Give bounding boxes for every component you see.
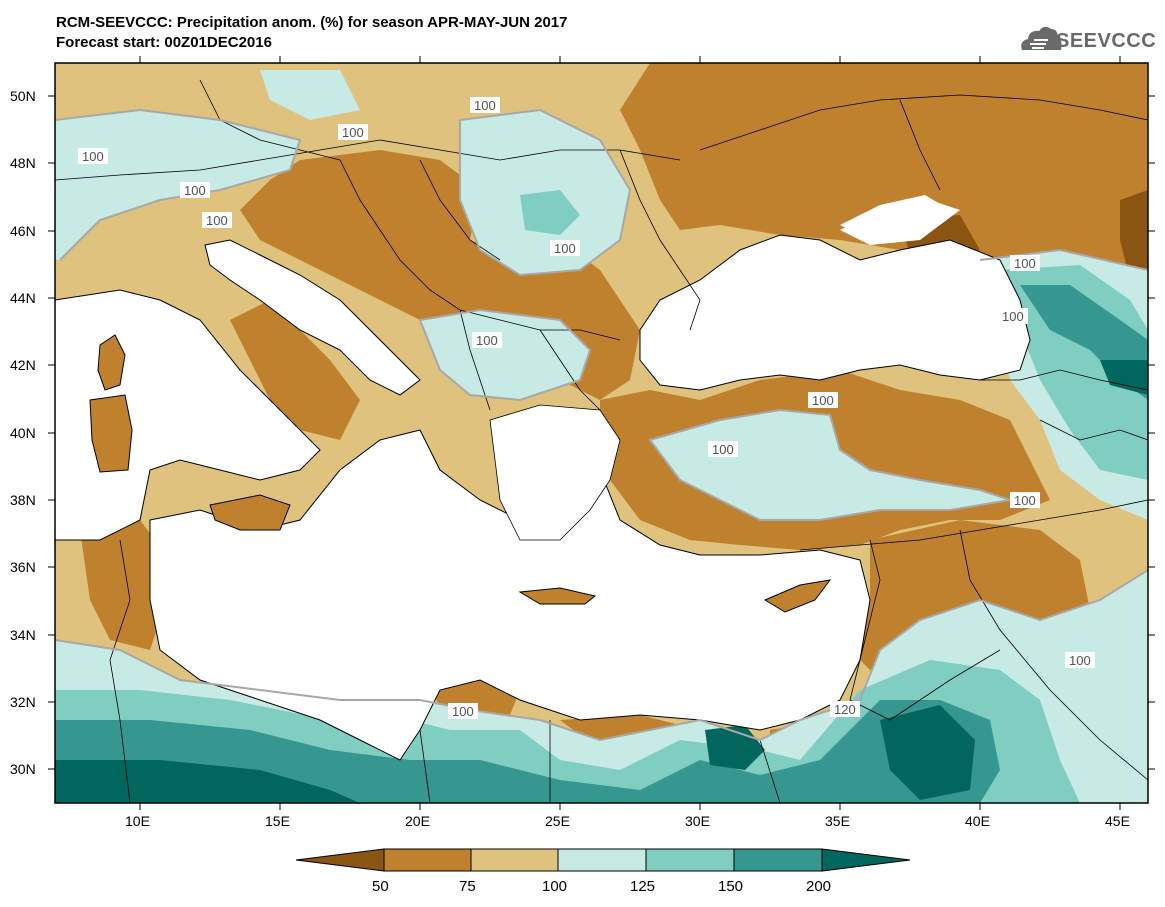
field-50-75-italy <box>230 300 360 440</box>
colorbar-label: 50 <box>372 878 389 895</box>
lat-tick-label: 40N <box>10 425 36 441</box>
map-title: RCM-SEEVCCC: Precipitation anom. (%) for… <box>56 14 568 31</box>
contour-label: 100 <box>1014 493 1036 508</box>
sardinia <box>89 394 133 473</box>
colorbar <box>295 848 911 872</box>
lon-tick-label: 30E <box>685 813 710 829</box>
lon-tick-label: 25E <box>545 813 570 829</box>
colorbar-below50 <box>295 848 385 872</box>
colorbar-label: 200 <box>806 878 831 895</box>
field-100-125-serbia <box>420 310 590 400</box>
lat-tick-label: 44N <box>10 290 36 306</box>
colorbar-labels: 50 75 100 125 150 200 <box>372 878 831 895</box>
cloud-logo-icon <box>1021 26 1062 50</box>
lat-tick-label: 46N <box>10 223 36 239</box>
colorbar-label: 125 <box>630 878 655 895</box>
sea-of-azov <box>840 195 950 240</box>
lon-tick-label: 40E <box>965 813 990 829</box>
lon-tick-label: 10E <box>125 813 150 829</box>
lat-tick-label: 48N <box>10 155 36 171</box>
field-above200-libya <box>55 760 360 803</box>
contour-label: 100 <box>1069 653 1091 668</box>
lat-tick-label: 30N <box>10 761 36 777</box>
lon-tick-label: 35E <box>825 813 850 829</box>
field-100-125-czech <box>260 70 360 120</box>
colorbar-125-150 <box>645 848 735 872</box>
lat-axis: 50N 48N 46N 44N 42N 40N 38N 36N 34N 32N … <box>10 88 1155 777</box>
logo-text: SEEVCCC <box>1056 30 1157 52</box>
lon-tick-label: 15E <box>265 813 290 829</box>
colorbar-100-125 <box>557 848 647 872</box>
lat-tick-label: 42N <box>10 357 36 373</box>
field-50-75-tunisia <box>80 520 170 650</box>
contour-label: 100 <box>1014 256 1036 271</box>
field-50-75-levant <box>860 520 1090 680</box>
colorbar-50-75 <box>383 848 472 872</box>
contour-label: 100 <box>342 125 364 140</box>
contour-label: 100 <box>184 183 206 198</box>
lon-tick-label: 20E <box>405 813 430 829</box>
colorbar-150-200 <box>733 848 823 872</box>
lat-tick-label: 38N <box>10 492 36 508</box>
contour-label: 100 <box>206 213 228 228</box>
colorbar-label: 75 <box>459 878 476 895</box>
lon-tick-label: 45E <box>1105 813 1130 829</box>
lat-tick-label: 36N <box>10 559 36 575</box>
field-100-125-alps <box>55 110 300 260</box>
lat-tick-label: 34N <box>10 627 36 643</box>
contour-label: 100 <box>82 149 104 164</box>
contour-label: 100 <box>476 333 498 348</box>
aegean-sea <box>489 404 621 541</box>
field-above200-jordan <box>880 705 975 800</box>
colorbar-above200 <box>821 848 911 872</box>
contour-label: 100 <box>712 442 734 457</box>
field-100-125-anatolia <box>650 410 1010 520</box>
colorbar-label: 150 <box>718 878 743 895</box>
contour-label: 100 <box>554 241 576 256</box>
contour-label: 100 <box>1002 309 1024 324</box>
forecast-start: Forecast start: 00Z01DEC2016 <box>56 34 272 51</box>
mediterranean-sea <box>149 429 871 761</box>
contour-label: 100 <box>474 98 496 113</box>
cyprus <box>763 579 832 613</box>
colorbar-label: 100 <box>542 878 567 895</box>
contour-label-group: 100 100 100 100 100 100 100 100 100 100 … <box>78 97 1095 719</box>
black-sea <box>639 234 1031 391</box>
contour-lines <box>55 108 1148 742</box>
sicily <box>209 494 291 531</box>
colorbar-75-100 <box>470 848 559 872</box>
field-50-75-northeast <box>620 63 1148 300</box>
crete <box>518 587 597 605</box>
lat-tick-label: 50N <box>10 88 36 104</box>
contour-label: 120 <box>834 702 856 717</box>
field-125-150-hungary <box>520 190 580 235</box>
field-above200-caucasus <box>1100 360 1148 395</box>
corsica <box>97 334 126 391</box>
contour-label: 100 <box>812 393 834 408</box>
country-borders <box>55 79 1148 803</box>
lon-axis: 10E 15E 20E 25E 30E 35E 40E 45E <box>125 56 1130 829</box>
lat-tick-label: 32N <box>10 694 36 710</box>
field-150-200-south <box>55 700 1000 803</box>
contour-label: 100 <box>452 704 474 719</box>
adriatic-sea <box>204 239 421 396</box>
